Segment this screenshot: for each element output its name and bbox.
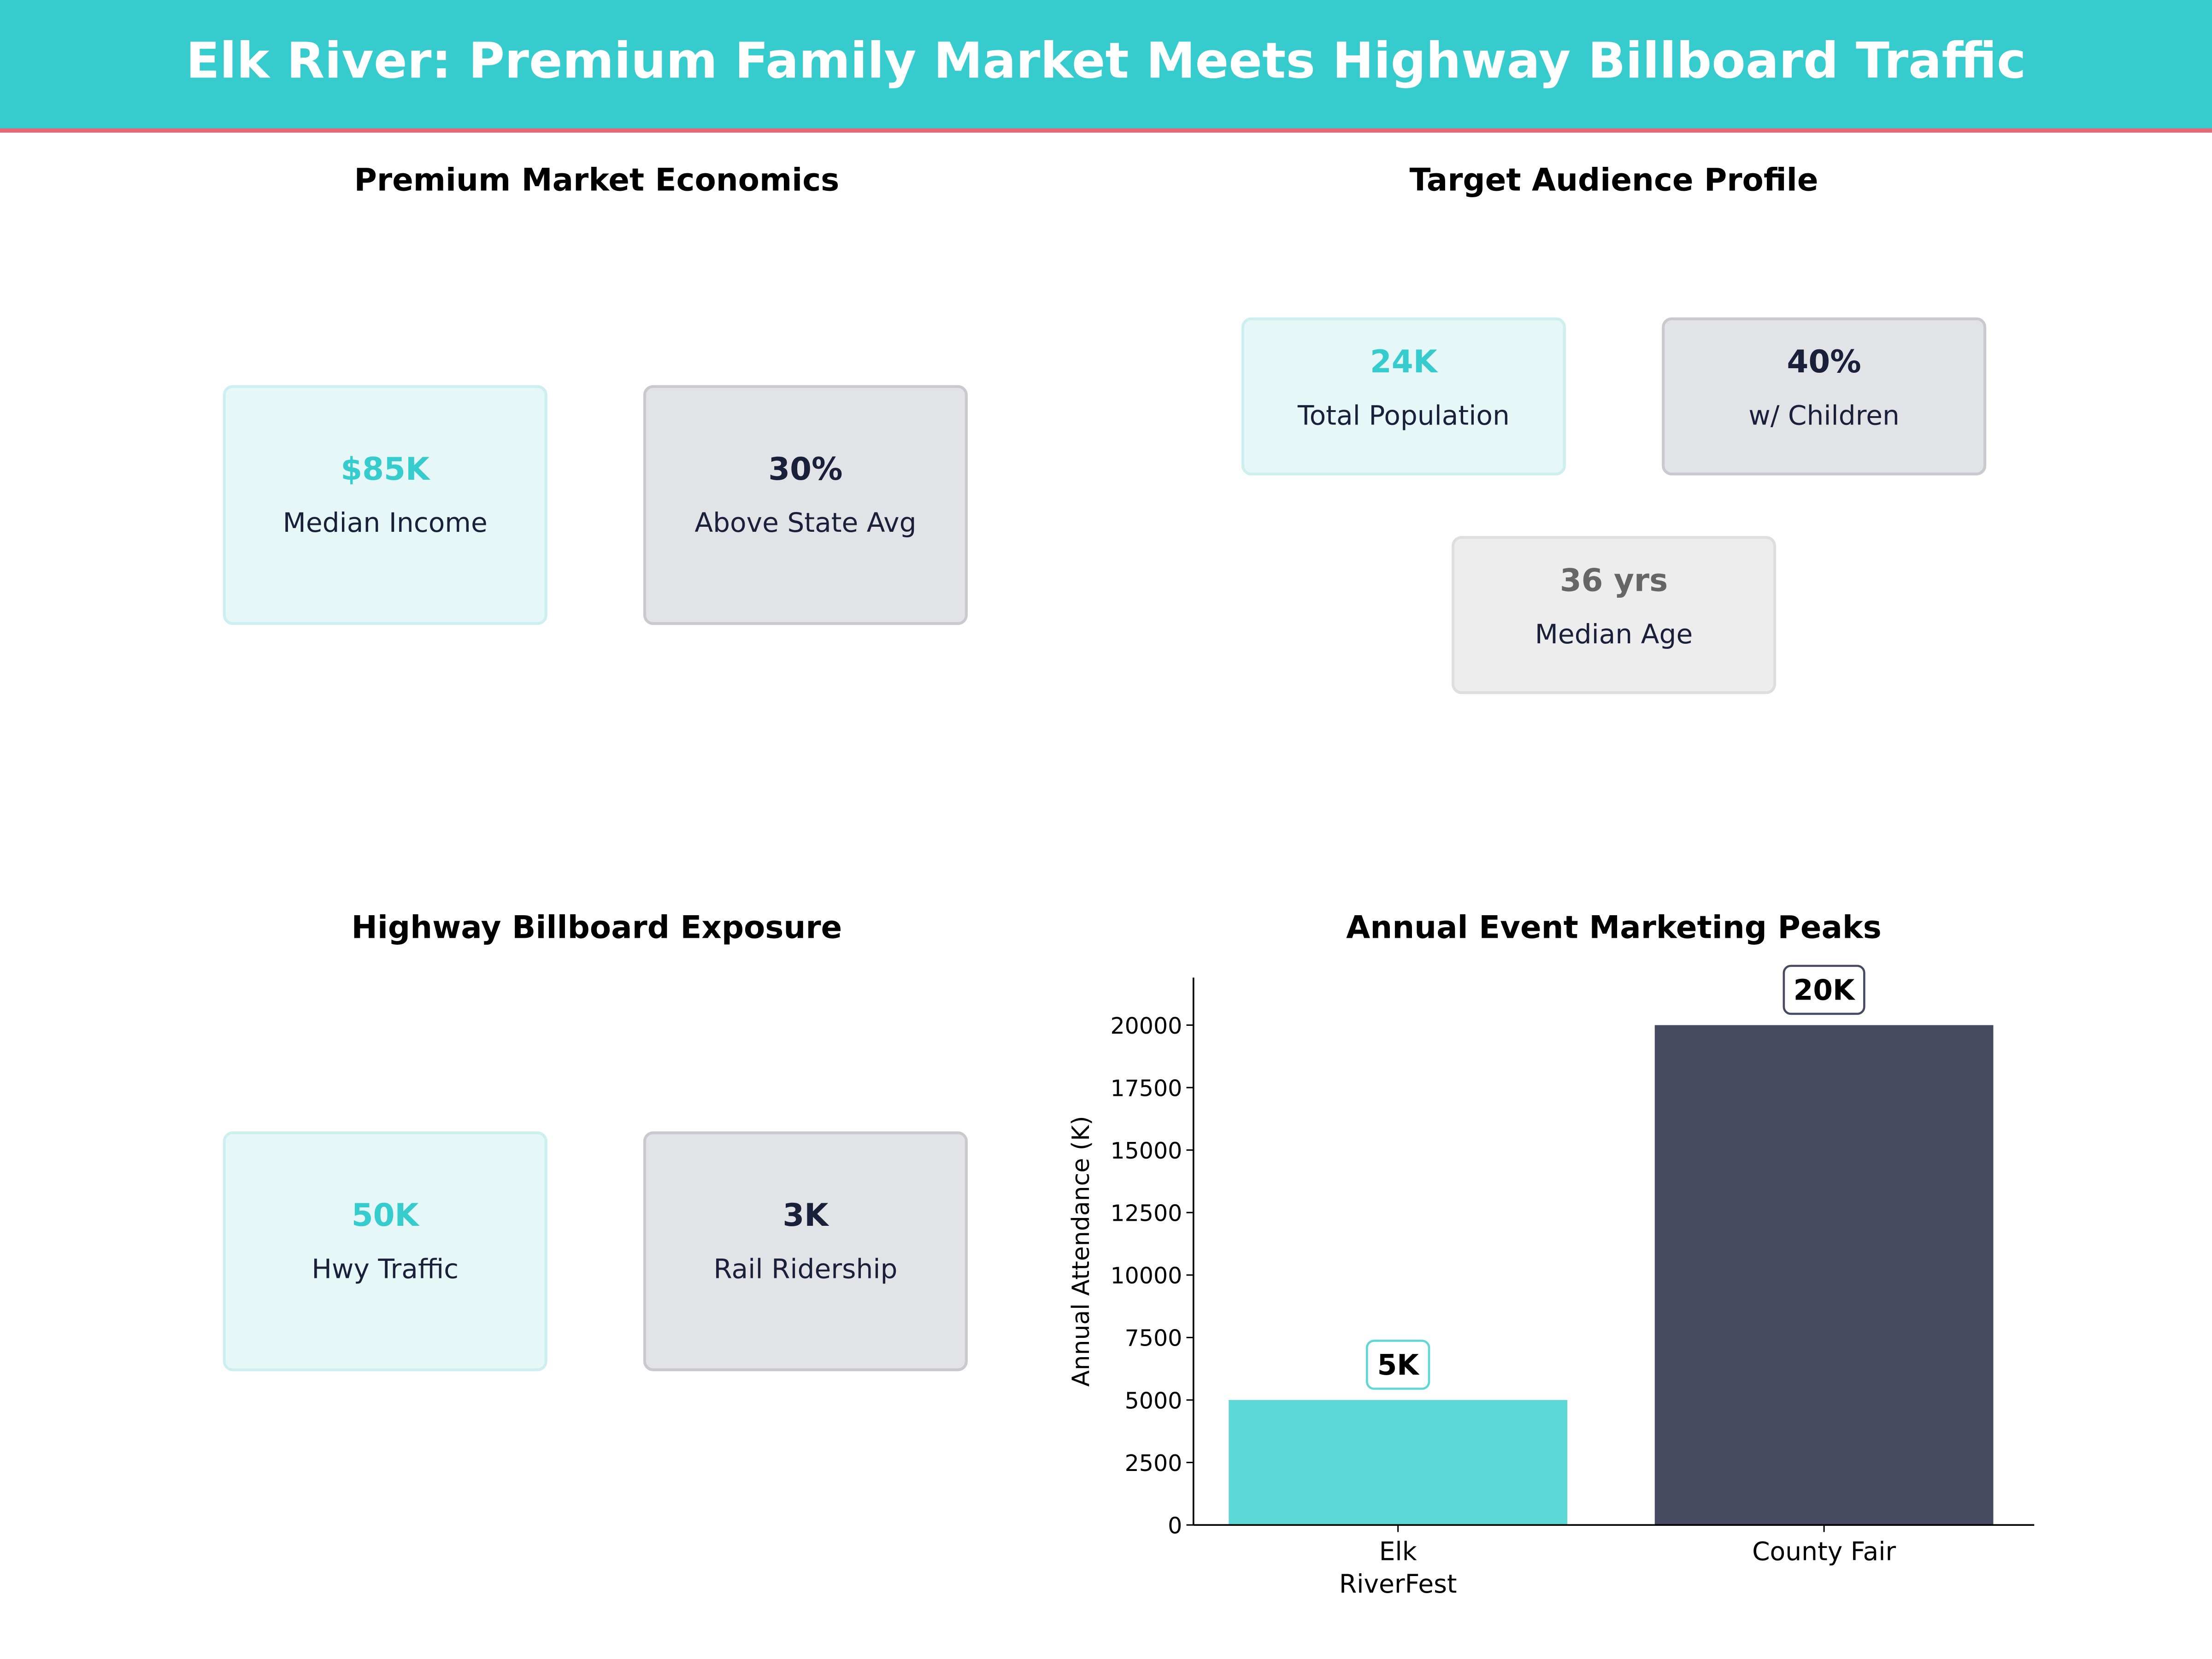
- rail-ridership-card: 3K Rail Ridership: [643, 1131, 968, 1371]
- bar: [1229, 1400, 1567, 1525]
- card-value: 50K: [351, 1199, 419, 1235]
- card-label: Rail Ridership: [713, 1254, 898, 1285]
- card-value: $85K: [341, 453, 430, 488]
- y-tick-label: 17500: [1111, 1075, 1182, 1101]
- bar: [1654, 1025, 1994, 1525]
- billboard-title: Highway Billboard Exposure: [351, 911, 842, 947]
- population-card: 24K Total Population: [1241, 317, 1566, 476]
- y-tick-label: 20000: [1111, 1013, 1182, 1039]
- children-card: 40% w/ Children: [1662, 317, 1987, 476]
- y-tick-label: 10000: [1111, 1263, 1182, 1289]
- audience-title: Target Audience Profile: [1409, 164, 1818, 199]
- y-tick-label: 0: [1168, 1513, 1182, 1539]
- y-tick-label: 2500: [1125, 1450, 1182, 1477]
- y-tick-label: 7500: [1125, 1325, 1182, 1352]
- card-label: Median Income: [282, 508, 488, 539]
- header-banner: Elk River: Premium Family Market Meets H…: [0, 0, 2212, 133]
- data-label: 5K: [1377, 1349, 1420, 1382]
- card-value: 3K: [782, 1199, 829, 1235]
- chart-title: Annual Event Marketing Peaks: [1346, 911, 1882, 947]
- page-title: Elk River: Premium Family Market Meets H…: [186, 34, 2026, 90]
- card-label: Above State Avg: [694, 508, 917, 539]
- card-value: 40%: [1787, 345, 1861, 381]
- data-label-box: [1783, 965, 1865, 1015]
- median-income-card: $85K Median Income: [223, 385, 547, 625]
- card-value: 36 yrs: [1559, 564, 1668, 600]
- x-tick-label: RiverFest: [1339, 1569, 1457, 1599]
- y-tick-label: 15000: [1111, 1138, 1182, 1164]
- economics-title: Premium Market Economics: [354, 164, 840, 199]
- card-value: 24K: [1370, 345, 1437, 381]
- data-label-box: [1366, 1340, 1430, 1390]
- y-tick-label: 5000: [1125, 1388, 1182, 1414]
- data-label: 20K: [1794, 974, 1856, 1006]
- x-tick-label: County Fair: [1752, 1537, 1896, 1566]
- hwy-traffic-card: 50K Hwy Traffic: [223, 1131, 547, 1371]
- card-label: Total Population: [1297, 400, 1510, 432]
- y-tick-label: 12500: [1111, 1200, 1182, 1227]
- card-label: Hwy Traffic: [312, 1254, 459, 1285]
- above-state-card: 30% Above State Avg: [643, 385, 968, 625]
- card-label: w/ Children: [1748, 400, 1900, 432]
- card-label: Median Age: [1535, 619, 1693, 651]
- card-value: 30%: [768, 453, 843, 488]
- y-axis-label: Annual Attendance (K): [1067, 1116, 1095, 1387]
- median-age-card: 36 yrs Median Age: [1451, 536, 1777, 694]
- x-tick-label: Elk: [1379, 1537, 1417, 1566]
